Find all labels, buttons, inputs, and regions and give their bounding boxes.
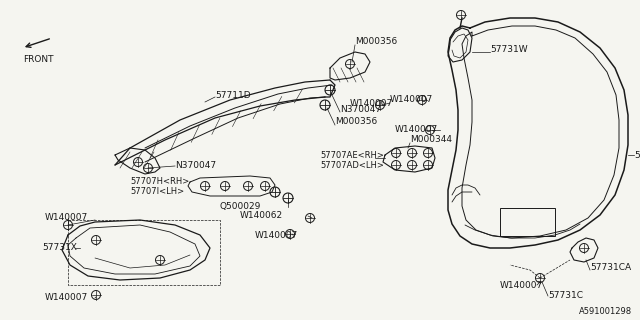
Text: W140007: W140007: [500, 281, 543, 290]
Text: W140007: W140007: [350, 99, 393, 108]
Text: 57711D: 57711D: [215, 91, 251, 100]
FancyBboxPatch shape: [500, 208, 555, 236]
Text: N370047: N370047: [340, 106, 381, 115]
Text: 57707AD<LH>: 57707AD<LH>: [320, 162, 384, 171]
Text: M000356: M000356: [335, 117, 377, 126]
Text: 57704A: 57704A: [634, 150, 640, 159]
Text: Q500029: Q500029: [220, 203, 261, 212]
Text: 57731C: 57731C: [548, 291, 583, 300]
Text: N370047: N370047: [175, 161, 216, 170]
Text: W140007: W140007: [390, 94, 433, 103]
Text: 57707AE<RH>: 57707AE<RH>: [320, 150, 384, 159]
Text: 57731X: 57731X: [42, 244, 77, 252]
Text: 57731W: 57731W: [490, 45, 527, 54]
Text: W140007: W140007: [45, 213, 88, 222]
Text: FRONT: FRONT: [23, 55, 53, 64]
Text: M000344: M000344: [410, 135, 452, 145]
Text: M000356: M000356: [355, 37, 397, 46]
Text: 57707I<LH>: 57707I<LH>: [130, 188, 184, 196]
Text: 57707H<RH>: 57707H<RH>: [130, 178, 189, 187]
Text: W140007: W140007: [255, 230, 298, 239]
Text: 57731CA: 57731CA: [590, 263, 631, 273]
Text: W140007: W140007: [395, 125, 438, 134]
Text: A591001298: A591001298: [579, 307, 632, 316]
Text: W140062: W140062: [240, 212, 283, 220]
Text: W140007: W140007: [45, 293, 88, 302]
